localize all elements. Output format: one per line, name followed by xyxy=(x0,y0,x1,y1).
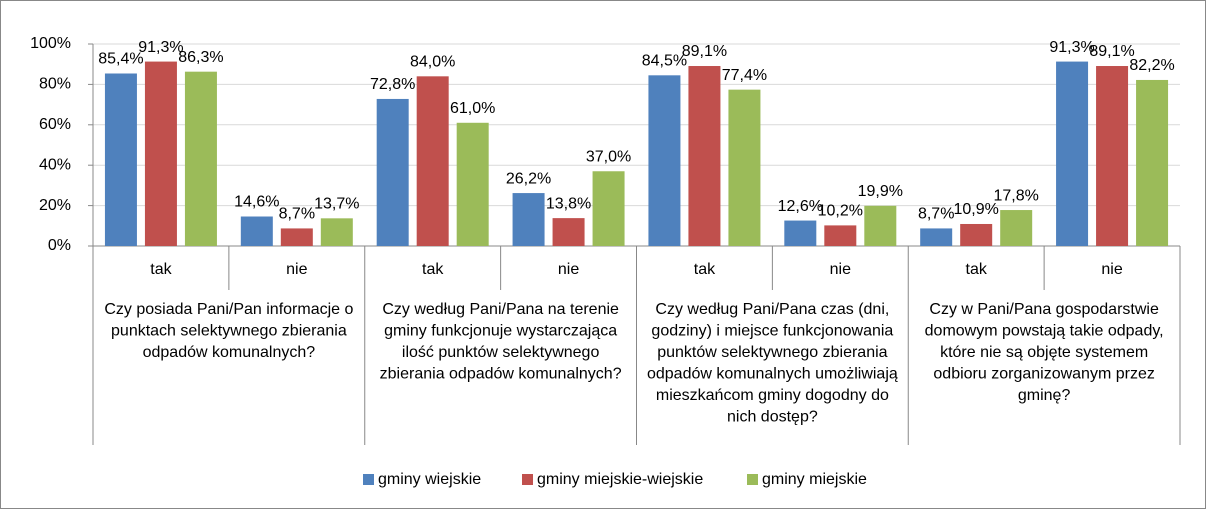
bar xyxy=(104,73,137,246)
value-label: 61,0% xyxy=(450,100,495,117)
group-label: gminę? xyxy=(1018,387,1071,404)
value-label: 91,3% xyxy=(138,39,183,56)
value-label: 13,8% xyxy=(546,195,591,212)
x-tick-label: nie xyxy=(830,261,851,278)
group-label: nich dostęp? xyxy=(727,409,818,426)
group-label: Czy według Pani/Pana na terenie xyxy=(382,301,619,318)
bar xyxy=(728,89,761,246)
y-tick-label: 0% xyxy=(48,237,71,254)
bar xyxy=(456,122,489,246)
bar xyxy=(1136,79,1169,247)
bar xyxy=(920,228,953,246)
x-tick-label: nie xyxy=(1101,261,1122,278)
group-label: mieszkańcom gminy dogodny do xyxy=(656,387,889,404)
x-tick-label: tak xyxy=(422,261,444,278)
value-label: 89,1% xyxy=(1089,43,1134,60)
group-label: odpadów komunalnych umożliwiają xyxy=(647,366,898,383)
group-label: ilość punktów selektywnego xyxy=(402,344,600,361)
value-label: 8,7% xyxy=(279,206,315,223)
x-tick-label: nie xyxy=(558,261,579,278)
legend-label: gminy miejskie xyxy=(762,471,867,488)
bar xyxy=(1096,66,1129,246)
value-label: 84,5% xyxy=(642,53,687,70)
value-label: 13,7% xyxy=(314,196,359,213)
group-label: Czy według Pani/Pana czas (dni, xyxy=(655,301,889,318)
bar xyxy=(1000,210,1033,246)
legend-swatch xyxy=(522,474,533,485)
value-label: 91,3% xyxy=(1049,39,1094,56)
value-label: 84,0% xyxy=(410,54,455,71)
bar xyxy=(240,216,273,246)
legend-label: gminy miejskie-wiejskie xyxy=(537,471,703,488)
y-tick-label: 60% xyxy=(39,116,71,133)
y-tick-label: 20% xyxy=(39,197,71,214)
value-label: 8,7% xyxy=(918,206,954,223)
y-tick-label: 40% xyxy=(39,156,71,173)
value-label: 10,9% xyxy=(954,201,999,218)
bar xyxy=(184,71,217,246)
value-label: 12,6% xyxy=(778,198,823,215)
x-tick-label: nie xyxy=(286,261,307,278)
value-label: 72,8% xyxy=(370,76,415,93)
group-label: odbioru zorganizowanym przez xyxy=(933,366,1154,383)
y-tick-label: 80% xyxy=(39,76,71,93)
bar xyxy=(648,75,681,246)
group-label: domowym powstają takie odpady, xyxy=(925,323,1164,340)
value-label: 86,3% xyxy=(178,49,223,66)
group-label: odpadów komunalnych? xyxy=(143,344,316,361)
bar xyxy=(1056,61,1089,246)
bar xyxy=(376,98,409,246)
x-tick-label: tak xyxy=(150,261,172,278)
bar xyxy=(592,171,625,246)
legend-swatch xyxy=(363,474,374,485)
bar xyxy=(824,225,857,246)
group-label: gminy funkcjonuje wystarczająca xyxy=(384,323,617,340)
bar xyxy=(416,76,449,246)
bar xyxy=(552,218,585,246)
value-label: 10,2% xyxy=(818,203,863,220)
legend-label: gminy wiejskie xyxy=(378,471,481,488)
group-label: Czy posiada Pani/Pan informacje o xyxy=(104,301,353,318)
x-tick-label: tak xyxy=(966,261,988,278)
group-label: które nie są objęte systemem xyxy=(940,344,1148,361)
value-label: 26,2% xyxy=(506,170,551,187)
bar xyxy=(512,193,545,246)
value-label: 89,1% xyxy=(682,43,727,60)
bar xyxy=(784,220,817,246)
value-label: 37,0% xyxy=(586,148,631,165)
bar xyxy=(144,61,177,246)
value-label: 19,9% xyxy=(858,183,903,200)
value-label: 14,6% xyxy=(234,194,279,211)
value-label: 85,4% xyxy=(98,51,143,68)
bar xyxy=(688,66,721,246)
group-label: zbierania odpadów komunalnych? xyxy=(380,366,622,383)
x-tick-label: tak xyxy=(694,261,716,278)
value-label: 17,8% xyxy=(994,187,1039,204)
value-label: 77,4% xyxy=(722,67,767,84)
group-label: Czy w Pani/Pana gospodarstwie xyxy=(929,301,1159,318)
y-tick-label: 100% xyxy=(30,35,71,52)
value-label: 82,2% xyxy=(1129,57,1174,74)
group-label: punktów selektywnego zbierania xyxy=(657,344,887,361)
bar xyxy=(280,228,313,246)
legend-swatch xyxy=(747,474,758,485)
group-label: godziny) i miejsce funkcjonowania xyxy=(651,323,893,340)
bar xyxy=(960,223,993,246)
bar xyxy=(864,205,897,246)
bar xyxy=(320,218,353,246)
group-label: punktach selektywnego zbierania xyxy=(111,323,347,340)
